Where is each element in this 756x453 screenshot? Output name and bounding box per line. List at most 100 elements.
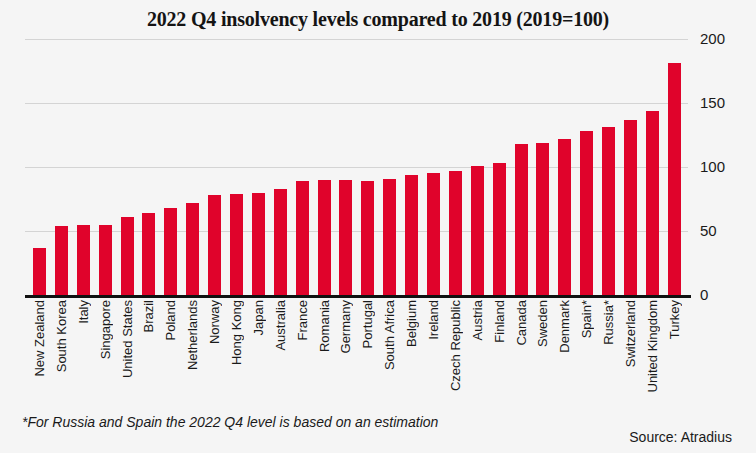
x-label-cell: Switzerland — [624, 300, 637, 418]
x-label-denmark: Denmark — [558, 300, 571, 353]
x-label-cell: Finland — [493, 300, 506, 418]
bar-spain — [580, 131, 593, 295]
x-label-netherlands: Netherlands — [186, 300, 199, 370]
bar-ireland — [427, 173, 440, 295]
footnote: *For Russia and Spain the 2022 Q4 level … — [22, 414, 438, 430]
bar-hong-kong — [230, 194, 243, 295]
bar-canada — [515, 144, 528, 295]
x-label-czech-republic: Czech Republic — [449, 300, 462, 391]
bar-united-kingdom — [646, 111, 659, 295]
x-label-united-kingdom: United Kingdom — [646, 300, 659, 393]
y-tick-label-50: 50 — [700, 222, 750, 240]
x-label-cell: Turkey — [668, 300, 681, 418]
chart-title: 2022 Q4 insolvency levels compared to 20… — [0, 8, 756, 31]
x-label-cell: New Zealand — [33, 300, 46, 418]
bar-italy — [77, 225, 90, 295]
bar-finland — [493, 163, 506, 295]
bar-norway — [208, 195, 221, 295]
bar-austria — [471, 166, 484, 295]
bar-denmark — [558, 139, 571, 295]
bar-russia — [602, 127, 615, 295]
bar-germany — [339, 180, 352, 295]
x-label-united-states: United States — [121, 300, 134, 378]
x-label-cell: United States — [121, 300, 134, 418]
x-label-cell: Romania — [318, 300, 331, 418]
source-credit: Source: Atradius — [629, 429, 732, 445]
bar-sweden — [536, 143, 549, 295]
plot-area — [25, 39, 688, 295]
x-label-ireland: Ireland — [427, 300, 440, 340]
x-label-cell: Singapore — [99, 300, 112, 418]
bar-new-zealand — [33, 248, 46, 295]
bar-france — [296, 181, 309, 295]
x-label-cell: Russia* — [602, 300, 615, 418]
x-label-cell: Spain* — [580, 300, 593, 418]
x-label-australia: Australia — [274, 300, 287, 351]
x-label-cell: Sweden — [536, 300, 549, 418]
x-label-south-korea: South Korea — [55, 300, 68, 372]
x-label-cell: Czech Republic — [449, 300, 462, 418]
x-axis-line — [25, 295, 691, 298]
x-label-cell: Italy — [77, 300, 90, 418]
x-label-cell: Hong Kong — [230, 300, 243, 418]
bar-czech-republic — [449, 171, 462, 295]
x-label-brazil: Brazil — [142, 300, 155, 333]
bar-romania — [318, 180, 331, 295]
x-label-portugal: Portugal — [361, 300, 374, 348]
x-label-finland: Finland — [493, 300, 506, 343]
x-label-cell: United Kingdom — [646, 300, 659, 418]
x-label-germany: Germany — [339, 300, 352, 353]
x-label-cell: Germany — [339, 300, 352, 418]
x-label-cell: Brazil — [142, 300, 155, 418]
x-label-austria: Austria — [471, 300, 484, 340]
x-label-sweden: Sweden — [536, 300, 549, 347]
bar-turkey — [668, 63, 681, 295]
x-label-spain: Spain* — [580, 300, 593, 338]
x-label-cell: Canada — [515, 300, 528, 418]
bar-series — [33, 39, 681, 295]
bar-singapore — [99, 225, 112, 295]
x-label-russia: Russia* — [602, 300, 615, 345]
x-axis-labels: New Zealand South Korea Italy Singapore Unit… — [33, 300, 681, 418]
bar-belgium — [405, 175, 418, 295]
x-label-italy: Italy — [77, 300, 90, 324]
bar-south-korea — [55, 226, 68, 295]
x-label-cell: Ireland — [427, 300, 440, 418]
x-label-south-africa: South Africa — [383, 300, 396, 370]
x-label-cell: France — [296, 300, 309, 418]
bar-switzerland — [624, 120, 637, 295]
x-label-singapore: Singapore — [99, 300, 112, 359]
x-label-cell: Poland — [164, 300, 177, 418]
y-tick-label-100: 100 — [700, 158, 750, 176]
x-label-cell: Austria — [471, 300, 484, 418]
y-tick-label-200: 200 — [700, 30, 750, 48]
x-label-cell: South Korea — [55, 300, 68, 418]
x-label-switzerland: Switzerland — [624, 300, 637, 367]
x-label-canada: Canada — [515, 300, 528, 346]
x-label-turkey: Turkey — [668, 300, 681, 339]
x-label-france: France — [296, 300, 309, 340]
x-label-poland: Poland — [164, 300, 177, 340]
y-tick-label-150: 150 — [700, 94, 750, 112]
x-label-new-zealand: New Zealand — [33, 300, 46, 377]
y-tick-label-0: 0 — [700, 286, 750, 304]
x-label-hong-kong: Hong Kong — [230, 300, 243, 365]
x-label-cell: Netherlands — [186, 300, 199, 418]
x-label-japan: Japan — [252, 300, 265, 335]
x-label-cell: Japan — [252, 300, 265, 418]
x-label-cell: South Africa — [383, 300, 396, 418]
x-label-belgium: Belgium — [405, 300, 418, 347]
x-label-romania: Romania — [318, 300, 331, 352]
x-label-cell: Australia — [274, 300, 287, 418]
bar-south-africa — [383, 179, 396, 295]
bar-australia — [274, 189, 287, 295]
x-label-cell: Portugal — [361, 300, 374, 418]
bar-brazil — [142, 213, 155, 295]
bar-portugal — [361, 181, 374, 295]
x-label-norway: Norway — [208, 300, 221, 344]
bar-poland — [164, 208, 177, 295]
bar-united-states — [121, 217, 134, 295]
bar-netherlands — [186, 203, 199, 295]
x-label-cell: Denmark — [558, 300, 571, 418]
bar-japan — [252, 193, 265, 295]
